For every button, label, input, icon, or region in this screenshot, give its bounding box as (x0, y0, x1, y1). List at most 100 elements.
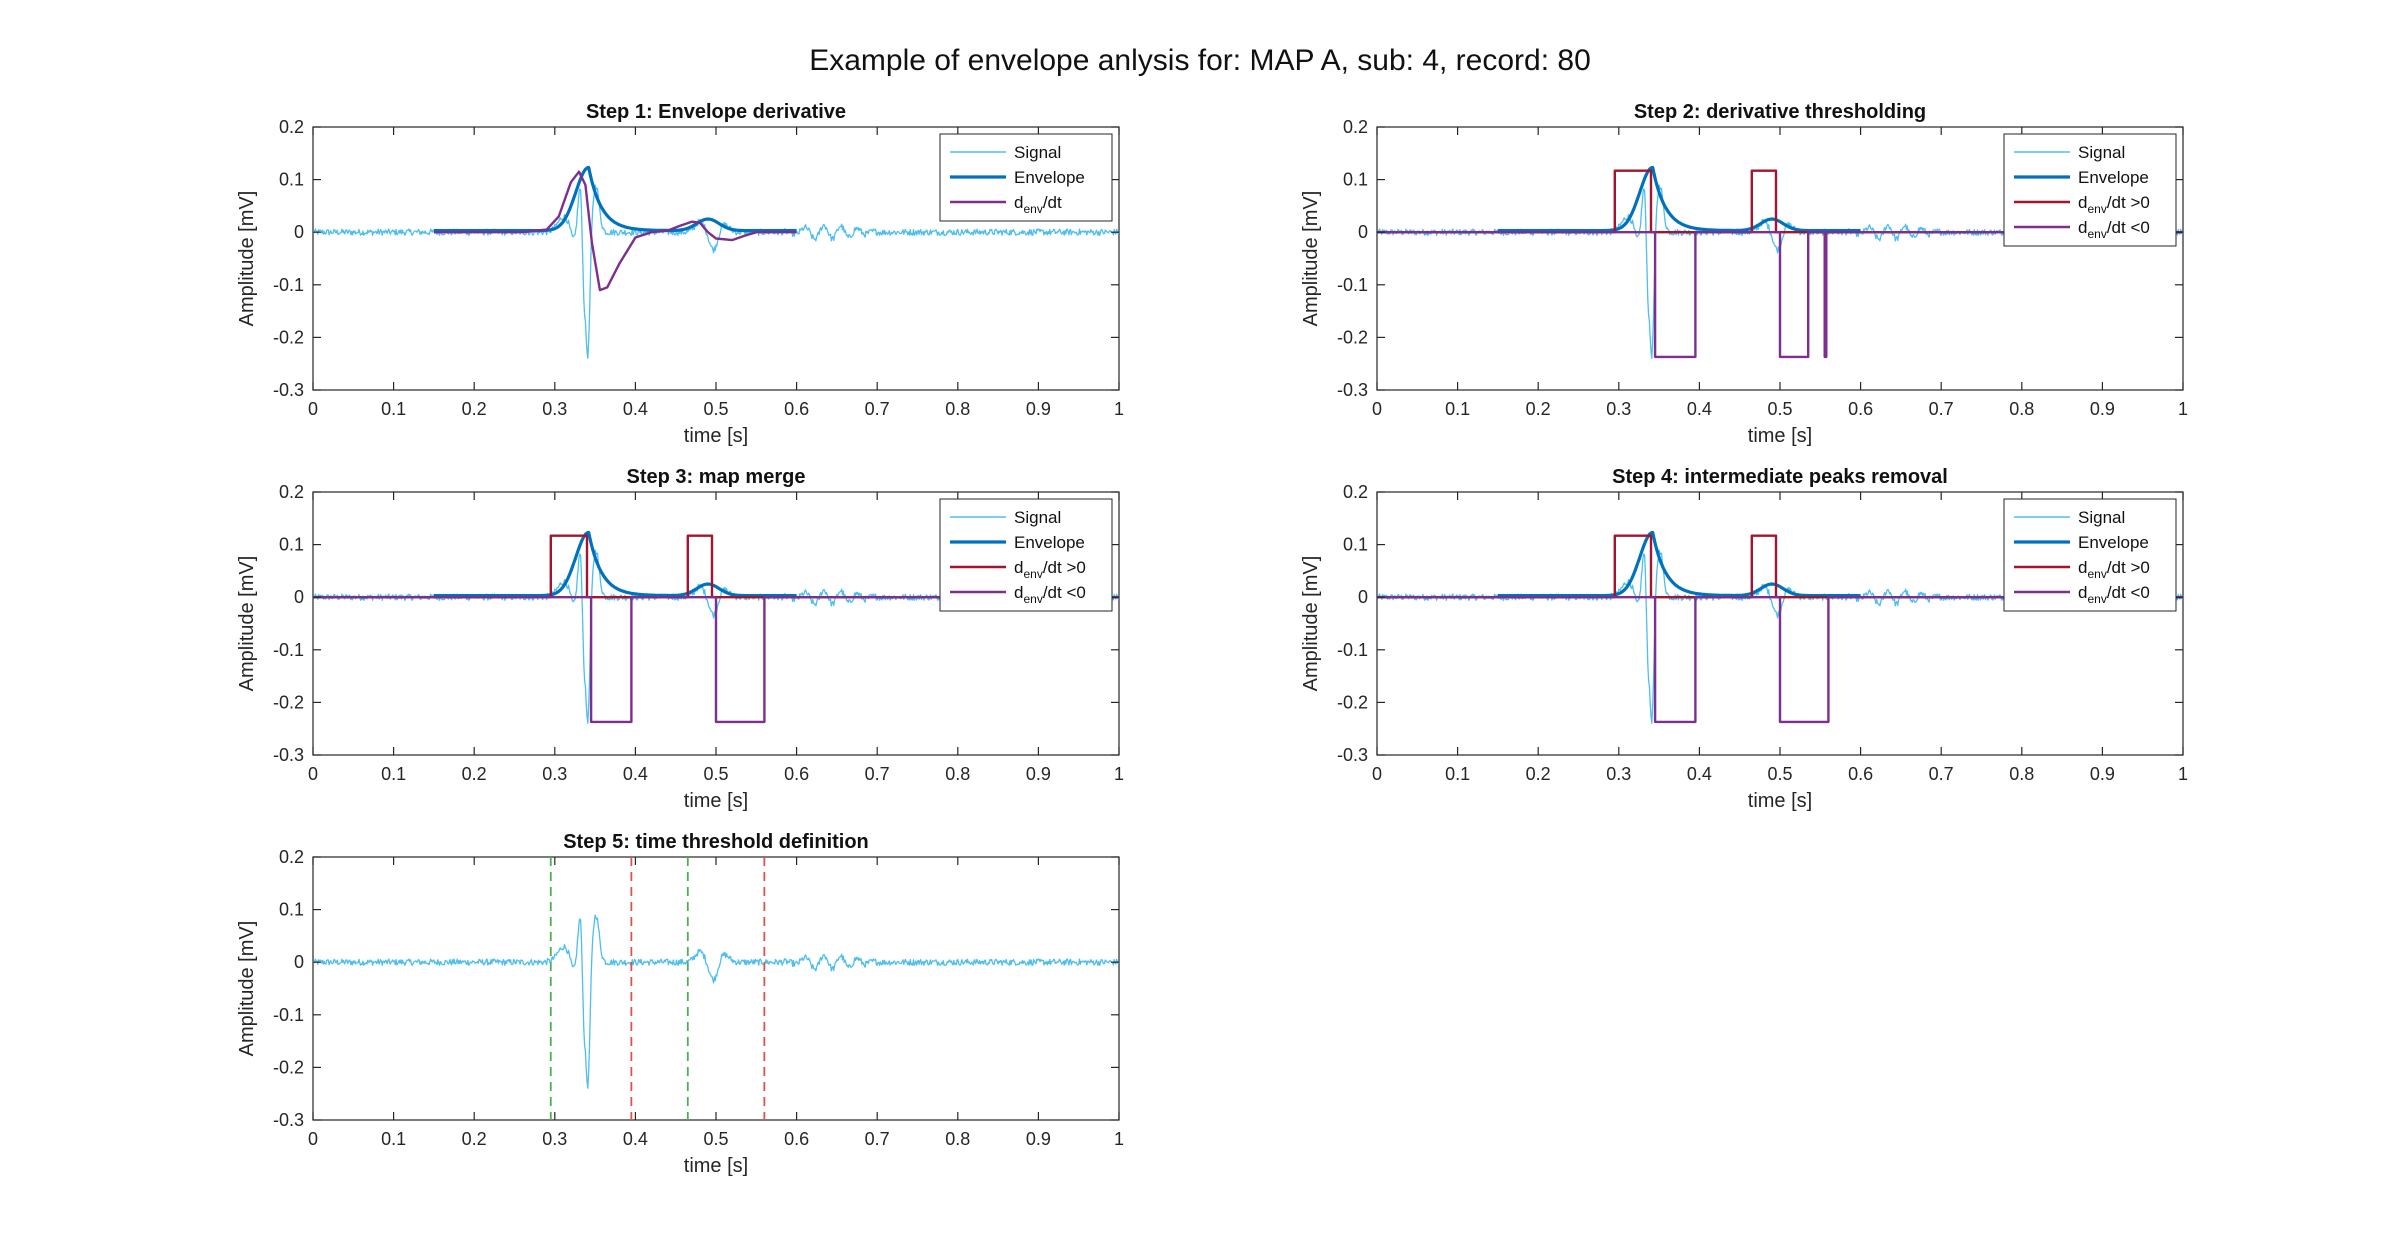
plot-lines (313, 857, 1119, 1120)
legend-label: Signal (1014, 143, 1061, 162)
x-tick-label: 0.1 (381, 1129, 406, 1149)
plot-area (312, 856, 1120, 1121)
x-tick-label: 1 (1114, 1129, 1124, 1149)
y-axis-label: Amplitude [mV] (1300, 556, 1322, 692)
x-tick-label: 0.6 (1848, 399, 1873, 419)
x-tick-label: 0.1 (381, 764, 406, 784)
y-tick-label: -0.2 (273, 1057, 304, 1077)
y-axis-label: Amplitude [mV] (236, 921, 258, 1057)
y-tick-label: 0.1 (279, 535, 304, 555)
chart-title: Step 1: Envelope derivative (586, 101, 846, 123)
x-axis-label: time [s] (684, 1155, 748, 1177)
y-axis-label: Amplitude [mV] (236, 191, 258, 327)
x-tick-label: 0.4 (623, 764, 648, 784)
x-tick-label: 0.8 (945, 764, 970, 784)
legend-label: denv/dt <0 (2078, 583, 2150, 606)
y-tick-label: 0.2 (279, 482, 304, 502)
series-d-env-dt-0 (313, 596, 1119, 724)
y-tick-label: 0.2 (1343, 482, 1368, 502)
legend-label: Signal (1014, 508, 1061, 527)
x-tick-label: 0.7 (865, 399, 890, 419)
x-tick-label: 0.3 (542, 1129, 567, 1149)
x-tick-label: 0.8 (2009, 399, 2034, 419)
x-tick-label: 0.2 (1526, 764, 1551, 784)
y-tick-label: -0.3 (1337, 380, 1368, 400)
chart-step-3: 0 0.1 0.2 0.3 0.4 0.5 0.6 0.7 0.8 0.9 1 0.2 0.1 0 -0.1… (236, 466, 1124, 812)
y-tick-label: 0 (1358, 222, 1368, 242)
y-tick-label: 0 (294, 587, 304, 607)
x-axis-label: time [s] (684, 425, 748, 447)
y-tick-label: -0.2 (1337, 327, 1368, 347)
x-tick-label: 0.9 (2090, 399, 2115, 419)
legend-label: denv/dt >0 (2078, 193, 2150, 216)
x-tick-label: 0 (308, 764, 318, 784)
x-tick-label: 0.7 (865, 764, 890, 784)
x-tick-label: 0.7 (1929, 764, 1954, 784)
x-tick-label: 0 (308, 1129, 318, 1149)
y-tick-label: -0.1 (1337, 275, 1368, 295)
y-tick-label: 0 (294, 222, 304, 242)
legend-label: Signal (2078, 508, 2125, 527)
x-tick-label: 0.2 (1526, 399, 1551, 419)
y-tick-label: 0 (294, 952, 304, 972)
series-d-env-dt-0 (1377, 231, 2183, 359)
legend-label: Envelope (1014, 168, 1085, 187)
y-axis-label: Amplitude [mV] (1300, 191, 1322, 327)
x-tick-label: 0.2 (462, 399, 487, 419)
chart-step-1: 0 0.1 0.2 0.3 0.4 0.5 0.6 0.7 0.8 0.9 1 0.2 0.1 0 -0.1… (236, 101, 1124, 447)
legend-label: Envelope (2078, 168, 2149, 187)
series-d-env-dt (433, 170, 797, 292)
x-tick-label: 0.5 (1767, 764, 1792, 784)
x-tick-label: 0.5 (703, 1129, 728, 1149)
y-tick-label: -0.3 (273, 745, 304, 765)
x-tick-label: 0.3 (1606, 764, 1631, 784)
plot-lines (313, 530, 1119, 724)
x-tick-label: 0.6 (784, 764, 809, 784)
series-envelope (1497, 530, 1862, 598)
x-tick-label: 0.4 (1687, 399, 1712, 419)
legend-label: Signal (2078, 143, 2125, 162)
x-tick-label: 0.3 (542, 764, 567, 784)
x-tick-label: 1 (2178, 764, 2188, 784)
x-tick-label: 0.6 (784, 1129, 809, 1149)
x-tick-label: 0.1 (381, 399, 406, 419)
y-tick-label: -0.2 (1337, 692, 1368, 712)
y-tick-label: -0.3 (273, 1110, 304, 1130)
legend-label: denv/dt >0 (1014, 558, 1086, 581)
y-tick-label: 0.2 (279, 117, 304, 137)
x-axis-label: time [s] (684, 790, 748, 812)
legend-label: denv/dt <0 (1014, 583, 1086, 606)
x-tick-label: 0.9 (1026, 399, 1051, 419)
x-tick-label: 0.5 (703, 764, 728, 784)
x-tick-label: 0 (1372, 764, 1382, 784)
x-tick-label: 0.1 (1445, 764, 1470, 784)
x-tick-label: 0.6 (1848, 764, 1873, 784)
legend-label: Envelope (1014, 533, 1085, 552)
x-tick-label: 0.9 (1026, 1129, 1051, 1149)
y-tick-label: -0.3 (273, 380, 304, 400)
chart-step-2: 0 0.1 0.2 0.3 0.4 0.5 0.6 0.7 0.8 0.9 1 0.2 0.1 0 -0.1… (1300, 101, 2188, 447)
y-tick-label: -0.1 (273, 275, 304, 295)
x-tick-label: 0.7 (865, 1129, 890, 1149)
legend-label: denv/dt (1014, 193, 1062, 216)
x-tick-label: 0.2 (462, 1129, 487, 1149)
x-tick-label: 0 (308, 399, 318, 419)
x-tick-label: 0.4 (1687, 764, 1712, 784)
x-tick-label: 0.9 (2090, 764, 2115, 784)
legend-label: Envelope (2078, 533, 2149, 552)
y-tick-label: 0.1 (1343, 535, 1368, 555)
y-tick-label: -0.2 (273, 692, 304, 712)
y-tick-label: 0 (1358, 587, 1368, 607)
series-signal (313, 914, 1119, 1089)
x-tick-label: 0.9 (1026, 764, 1051, 784)
chart-title: Step 4: intermediate peaks removal (1612, 466, 1948, 488)
y-tick-label: -0.3 (1337, 745, 1368, 765)
x-tick-label: 0.8 (2009, 764, 2034, 784)
chart-title: Step 5: time threshold definition (563, 831, 869, 853)
x-tick-label: 0.8 (945, 399, 970, 419)
plot-lines (313, 165, 1119, 359)
x-axis-label: time [s] (1748, 425, 1812, 447)
x-axis-label: time [s] (1748, 790, 1812, 812)
x-tick-label: 1 (1114, 399, 1124, 419)
